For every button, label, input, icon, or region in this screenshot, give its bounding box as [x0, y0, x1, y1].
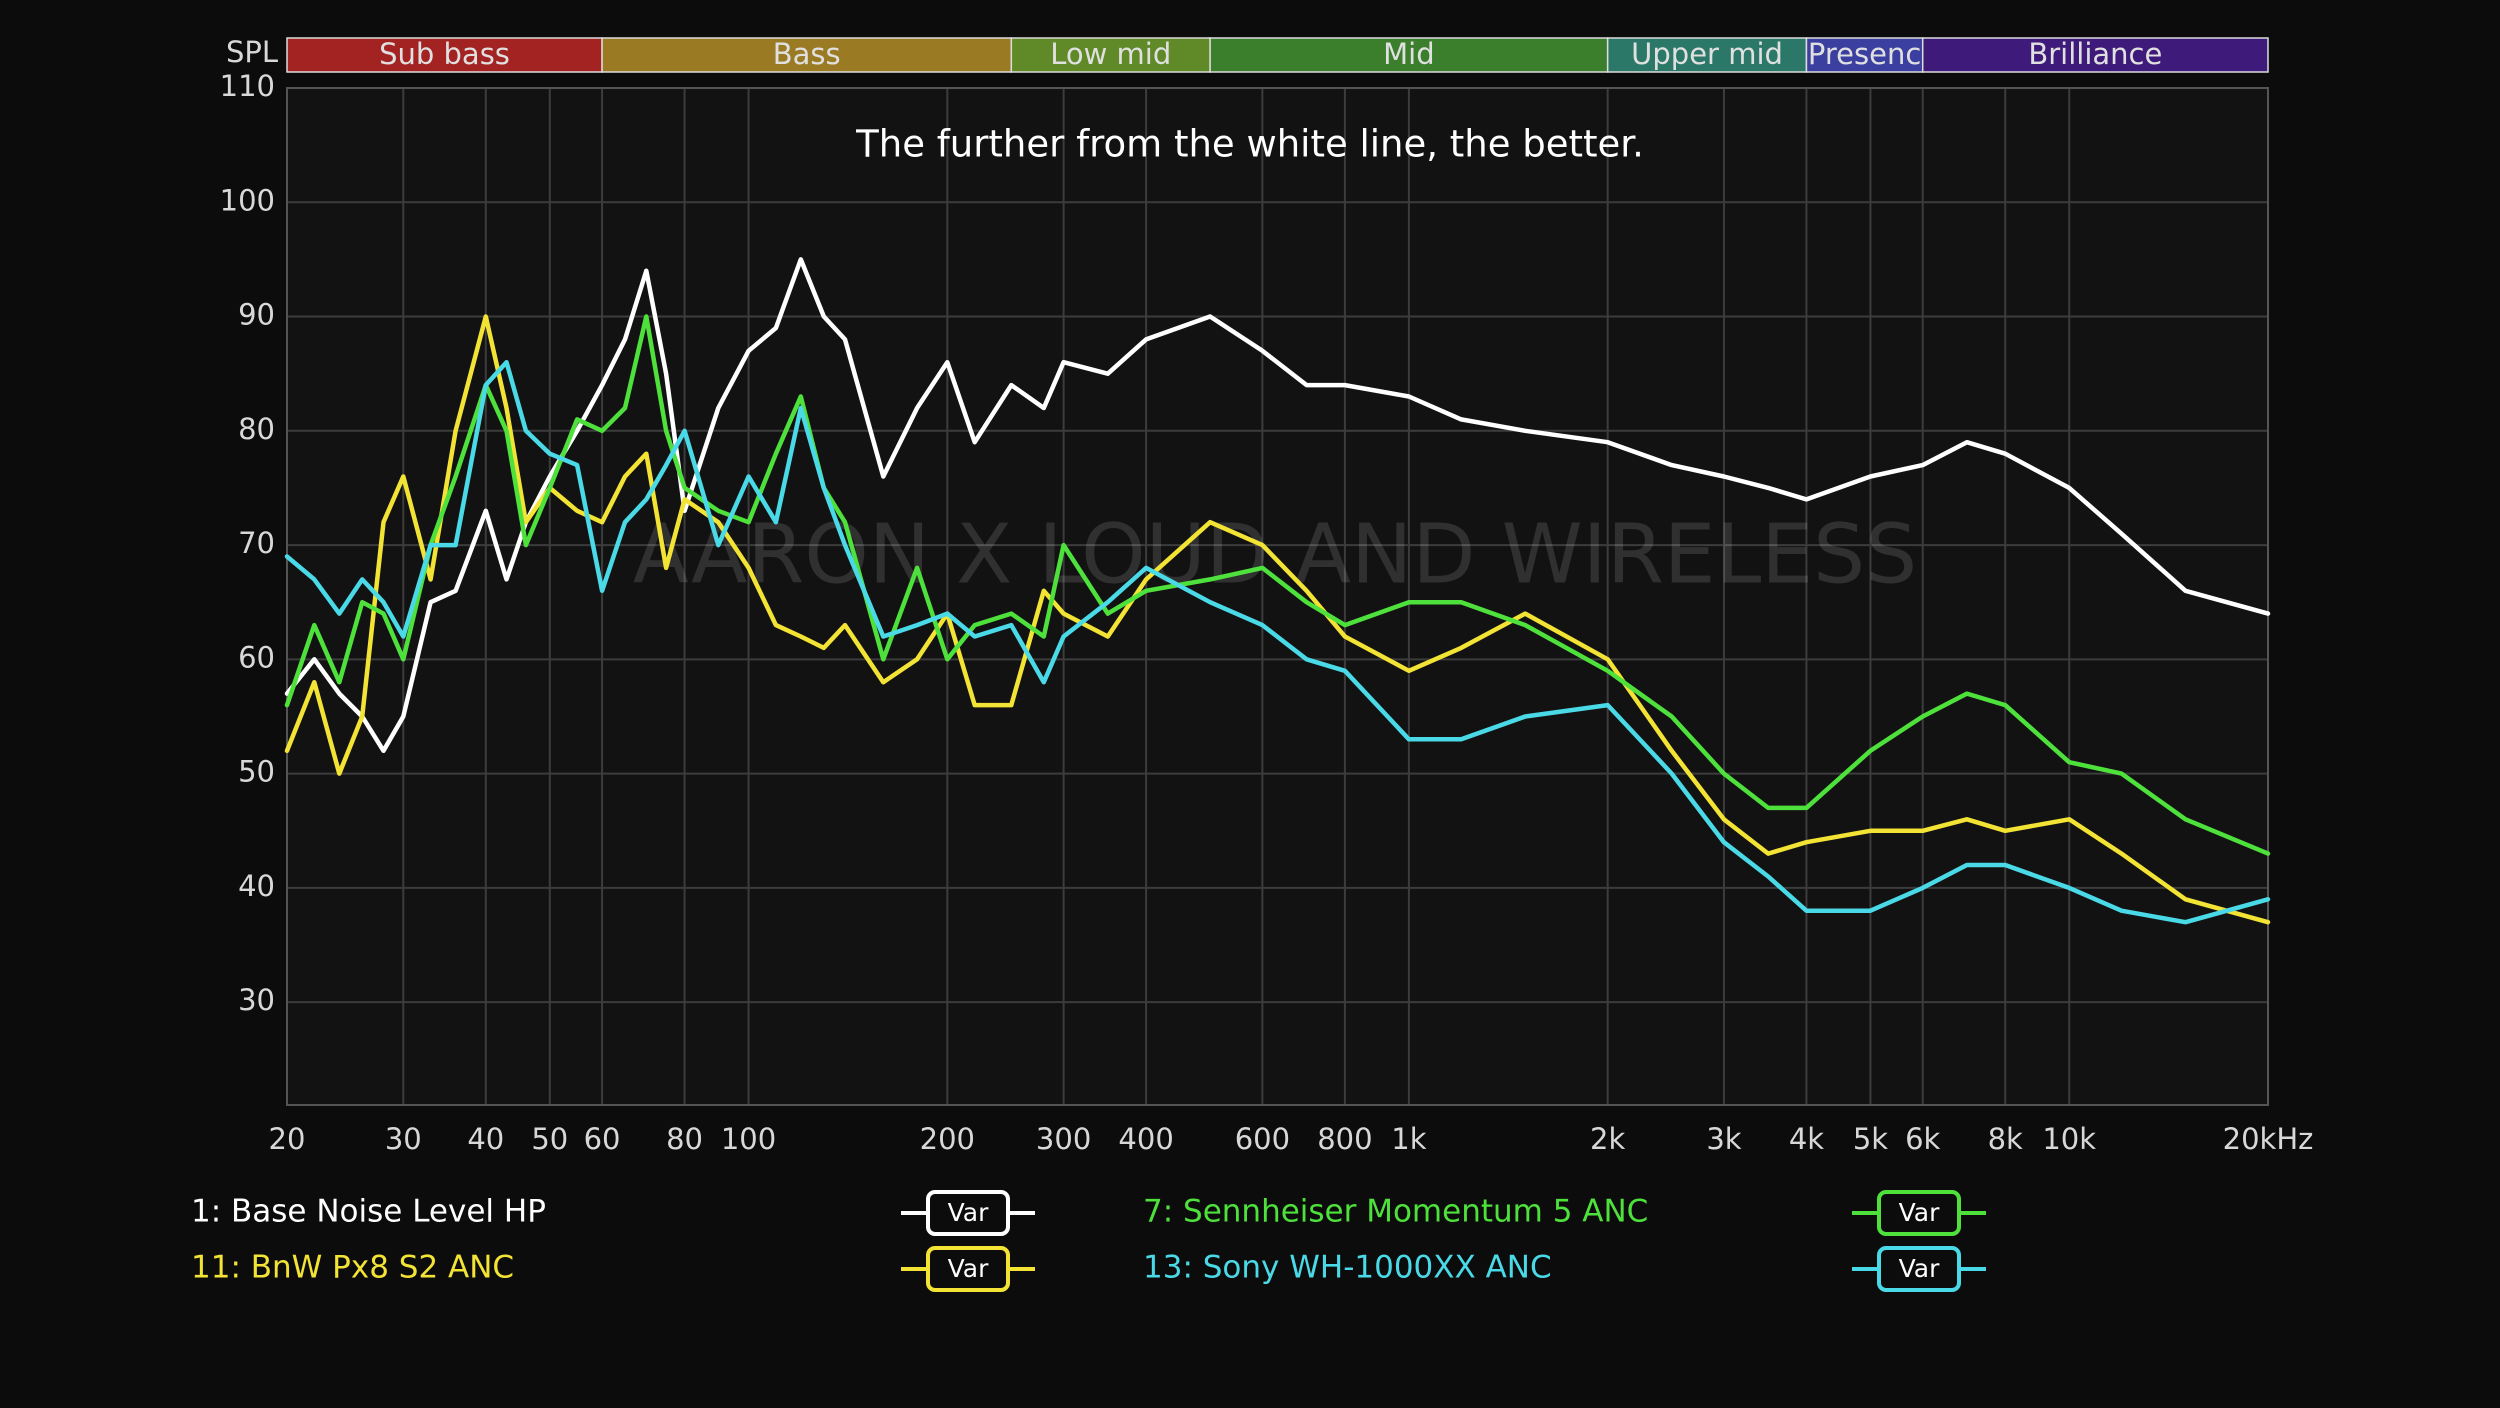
- x-tick-label: 30: [385, 1122, 422, 1156]
- x-tick-label: 20: [269, 1122, 306, 1156]
- x-tick-label: 5k: [1853, 1122, 1888, 1156]
- band-label: Presenc: [1808, 37, 1921, 71]
- legend-label: 13: Sony WH-1000XX ANC: [1143, 1250, 1552, 1286]
- band: [1921, 37, 2269, 73]
- x-tick-label: 60: [584, 1122, 621, 1156]
- x-tick-label: 600: [1235, 1122, 1290, 1156]
- x-tick-label: 300: [1036, 1122, 1091, 1156]
- ticks: 30 40 50 60 70 80 90 100 110 20 30 40 50 60 80 100 200 30…: [220, 69, 2314, 1156]
- x-tick-label: 2k: [1590, 1122, 1625, 1156]
- y-tick-label: 60: [238, 640, 275, 674]
- band-label: Brilliance: [2028, 37, 2162, 71]
- legend-button: [1877, 1246, 1961, 1292]
- x-tick-label: 80: [666, 1122, 703, 1156]
- y-tick-label: 70: [238, 526, 275, 560]
- x-tick-label: 10k: [2042, 1122, 2096, 1156]
- legend-label: 7: Sennheiser Momentum 5 ANC: [1143, 1194, 1648, 1230]
- band: [1209, 37, 1609, 73]
- y-tick-label: 80: [238, 412, 275, 446]
- x-tick-label: 6k: [1905, 1122, 1940, 1156]
- y-tick-label: 40: [238, 869, 275, 903]
- annotation: The further from the white line, the bet…: [855, 123, 1644, 166]
- x-tick-label: 100: [721, 1122, 776, 1156]
- legend-button: [1877, 1190, 1961, 1236]
- legend-label: 11: BnW Px8 S2 ANC: [191, 1250, 514, 1286]
- band-label: Low mid: [1050, 37, 1171, 71]
- legend-button: [926, 1246, 1010, 1292]
- lines: [284, 257, 2271, 925]
- band: [1805, 37, 1924, 73]
- y-tick-label: 30: [238, 983, 275, 1017]
- x-tick-label: 8k: [1988, 1122, 2023, 1156]
- series-line: [284, 314, 2271, 856]
- band-label: Sub bass: [379, 37, 510, 71]
- band: [601, 37, 1013, 73]
- legend-button-label: Var: [1899, 1198, 1940, 1227]
- band-label: Bass: [773, 37, 841, 71]
- x-tick-label: 800: [1317, 1122, 1372, 1156]
- y-tick-label: 110: [220, 69, 275, 103]
- x-tick-label: 20kHz: [2223, 1122, 2314, 1156]
- x-tick-label: 400: [1118, 1122, 1173, 1156]
- series-line: [284, 359, 2271, 925]
- band-label: Mid: [1383, 37, 1435, 71]
- frequency-bands: Sub bass Bass Low mid Mid Upper mid Presenc Br…: [286, 37, 2269, 73]
- x-tick-label: 200: [920, 1122, 975, 1156]
- plot-frame: [286, 87, 2269, 1106]
- x-tick-label: 40: [467, 1122, 504, 1156]
- legend-button-label: Var: [948, 1198, 989, 1227]
- plot-area: [287, 88, 2268, 1105]
- band-label: Upper mid: [1631, 37, 1783, 71]
- legend: 1: Base Noise Level HP Var 11: BnW Px8 S2 …: [191, 1190, 1986, 1292]
- x-tick-label: 50: [531, 1122, 568, 1156]
- y-tick-label: 100: [220, 183, 275, 217]
- y-axis-label: SPL: [226, 35, 278, 69]
- x-tick-label: 1k: [1391, 1122, 1426, 1156]
- y-tick-label: 50: [238, 755, 275, 789]
- y-tick-label: 90: [238, 298, 275, 332]
- x-tick-label: 4k: [1789, 1122, 1824, 1156]
- legend-button-label: Var: [948, 1254, 989, 1283]
- series-line: [284, 257, 2271, 754]
- legend-button: [926, 1190, 1010, 1236]
- x-tick-label: 3k: [1706, 1122, 1741, 1156]
- legend-button-label: Var: [1899, 1254, 1940, 1283]
- legend-label: 1: Base Noise Level HP: [191, 1194, 546, 1230]
